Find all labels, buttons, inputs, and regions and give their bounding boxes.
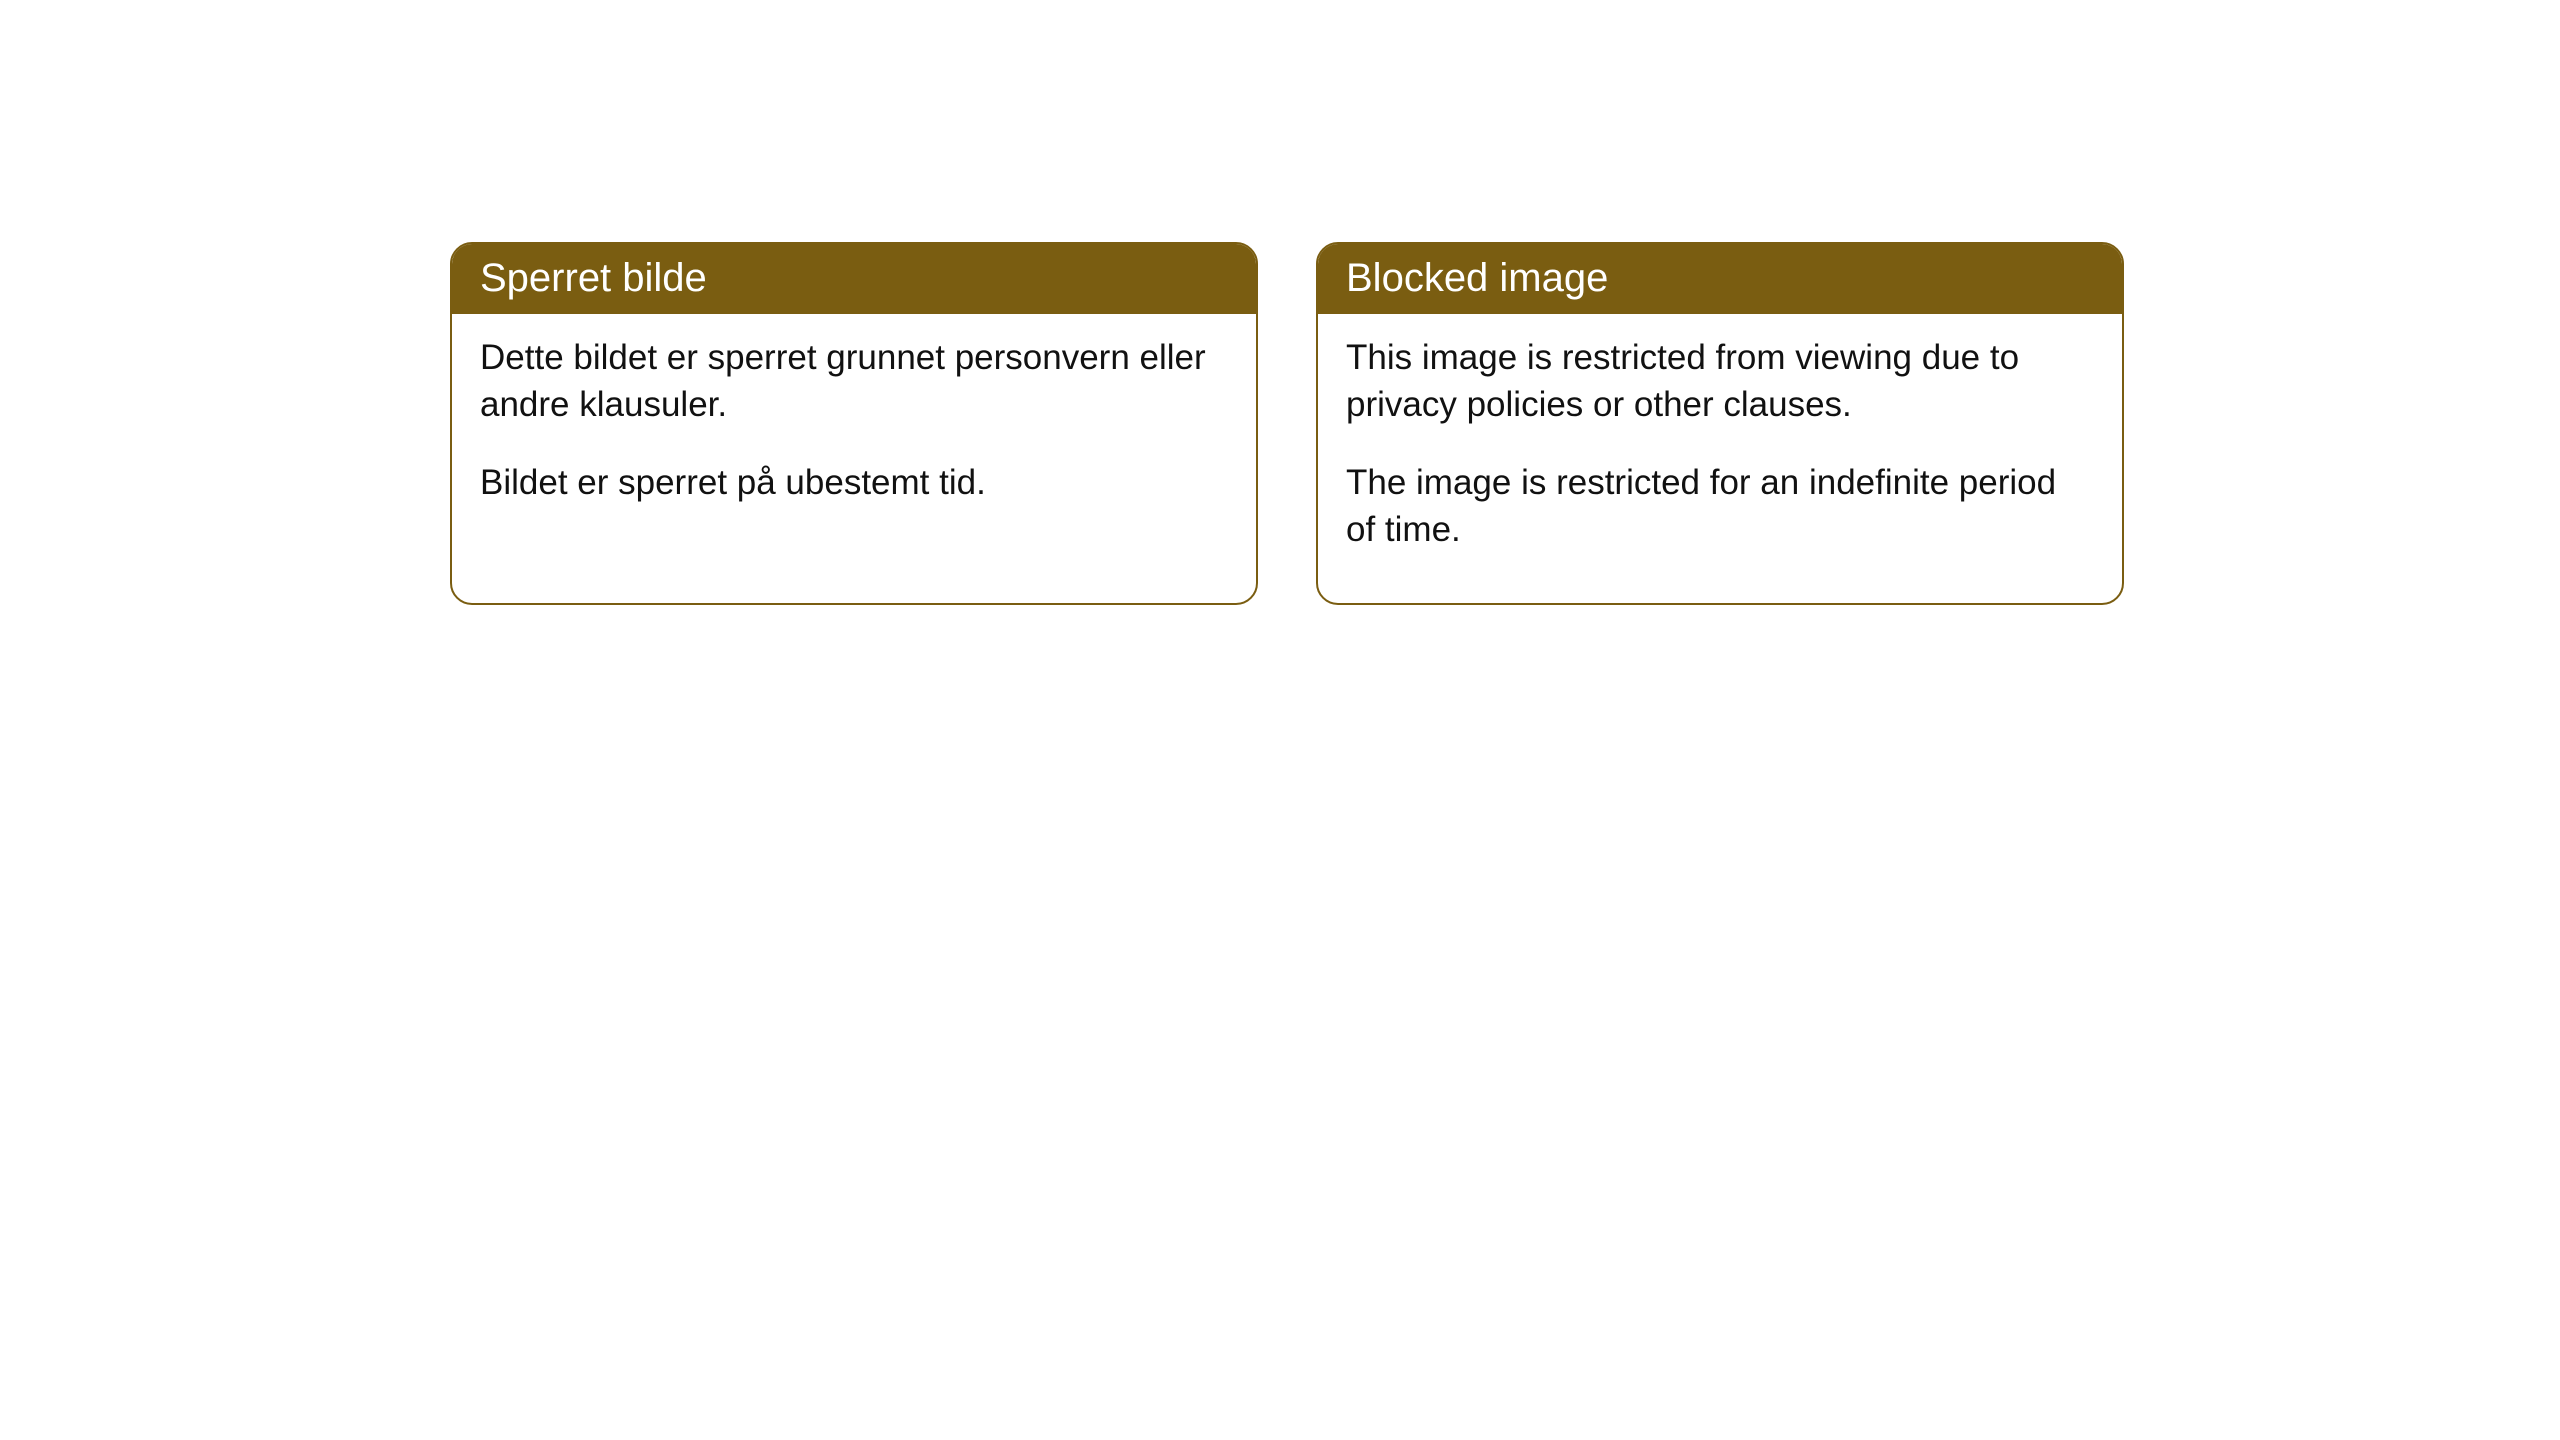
card-body-en: This image is restricted from viewing du… [1318, 314, 2122, 603]
card-text-no-2: Bildet er sperret på ubestemt tid. [480, 459, 1228, 506]
card-header-no: Sperret bilde [452, 244, 1256, 314]
card-header-en: Blocked image [1318, 244, 2122, 314]
card-title-en: Blocked image [1346, 256, 1608, 300]
card-text-en-2: The image is restricted for an indefinit… [1346, 459, 2094, 554]
card-container: Sperret bilde Dette bildet er sperret gr… [450, 242, 2124, 605]
card-text-no-1: Dette bildet er sperret grunnet personve… [480, 334, 1228, 429]
card-title-no: Sperret bilde [480, 256, 707, 300]
blocked-image-card-en: Blocked image This image is restricted f… [1316, 242, 2124, 605]
card-text-en-1: This image is restricted from viewing du… [1346, 334, 2094, 429]
blocked-image-card-no: Sperret bilde Dette bildet er sperret gr… [450, 242, 1258, 605]
card-body-no: Dette bildet er sperret grunnet personve… [452, 314, 1256, 556]
